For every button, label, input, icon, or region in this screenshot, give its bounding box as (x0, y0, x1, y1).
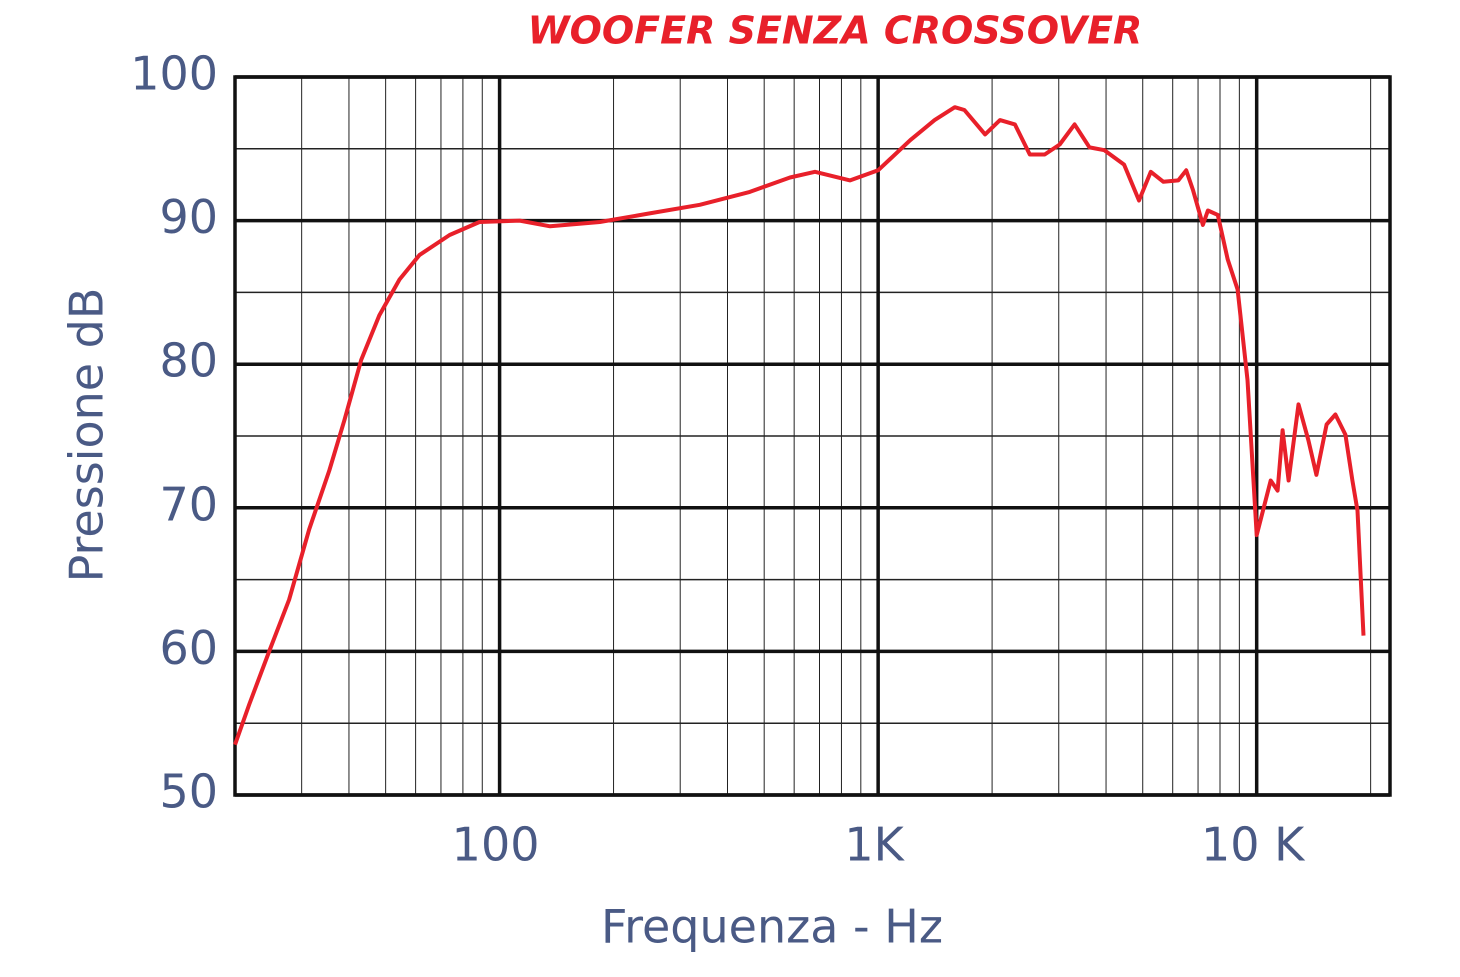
y-tick-label: 70 (159, 477, 218, 531)
plot-frame (233, 75, 1392, 797)
chart-title: WOOFER SENZA CROSSOVER (528, 9, 1143, 53)
y-tick-label: 90 (159, 190, 218, 244)
response-curve (233, 105, 1366, 746)
x-axis-label: Frequenza - Hz (601, 900, 943, 954)
y-tick-label: 50 (159, 765, 218, 819)
y-tick-label: 100 (130, 47, 218, 101)
y-tick-label: 80 (159, 334, 218, 388)
x-tick-label: 10 K (1201, 818, 1306, 872)
x-tick-label: 1K (844, 818, 905, 872)
y-tick-label: 60 (159, 621, 218, 675)
x-tick-label: 100 (452, 818, 540, 872)
y-axis-label: Pressione dB (60, 288, 114, 583)
